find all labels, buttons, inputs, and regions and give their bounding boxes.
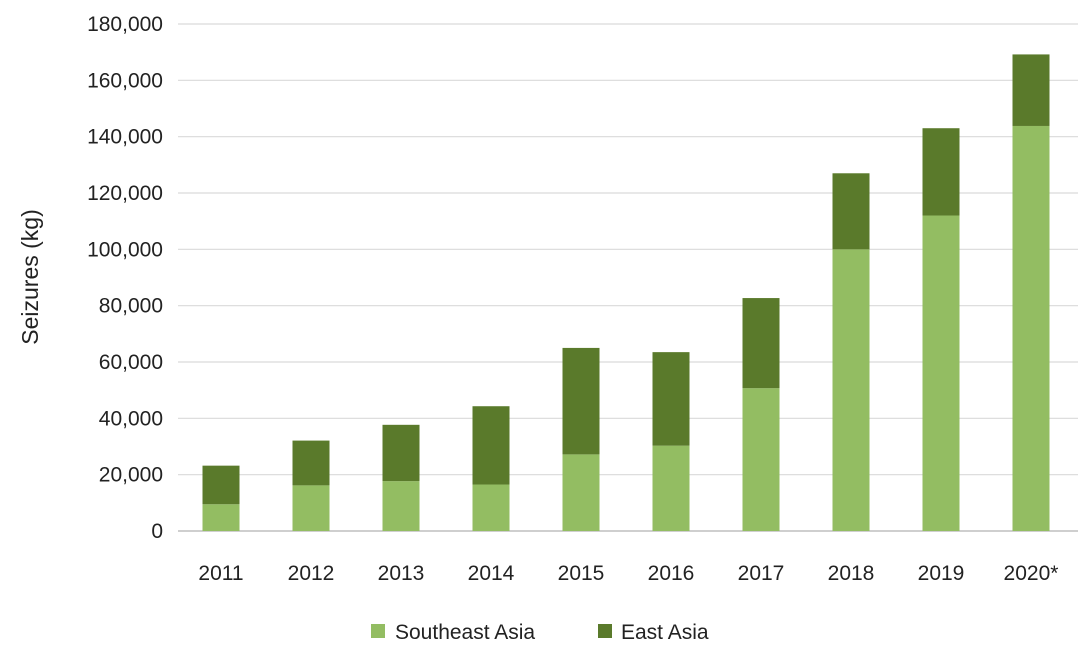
bar-segment-southeast-asia — [472, 484, 510, 531]
bar-segment-east-asia — [742, 298, 780, 389]
bar-segment-southeast-asia — [562, 454, 600, 531]
x-tick-label: 2020* — [1004, 562, 1059, 585]
y-tick-label: 140,000 — [87, 126, 163, 149]
bar-segment-east-asia — [472, 406, 510, 485]
bars — [202, 54, 1050, 532]
x-tick-label: 2017 — [738, 562, 785, 585]
x-tick-label: 2014 — [468, 562, 515, 585]
x-tick-label: 2013 — [378, 562, 425, 585]
legend: Southeast Asia East Asia — [371, 621, 709, 644]
x-tick-label: 2019 — [918, 562, 965, 585]
bar-segment-southeast-asia — [652, 445, 690, 531]
bar-segment-southeast-asia — [832, 249, 870, 532]
x-axis: 2011 2012 2013 2014 2015 2016 2017 2018 2019 2020… — [198, 562, 1058, 585]
legend-swatch — [598, 624, 612, 638]
y-tick-label: 100,000 — [87, 238, 163, 261]
bar-segment-east-asia — [562, 347, 600, 455]
legend-label: East Asia — [621, 621, 709, 644]
y-tick-label: 120,000 — [87, 182, 163, 205]
bar-segment-southeast-asia — [1012, 125, 1050, 532]
y-axis: 0 20,000 40,000 60,000 80,000 100,000 120,000 1… — [87, 13, 163, 543]
y-tick-label: 160,000 — [87, 69, 163, 92]
x-tick-label: 2018 — [828, 562, 875, 585]
x-tick-label: 2011 — [198, 562, 243, 585]
bar-segment-southeast-asia — [922, 215, 960, 532]
legend-swatch — [371, 624, 385, 638]
legend-label: Southeast Asia — [395, 621, 535, 644]
bar-segment-southeast-asia — [292, 485, 330, 531]
bar-segment-southeast-asia — [742, 388, 780, 531]
bar-segment-east-asia — [832, 173, 870, 250]
bar-segment-east-asia — [652, 352, 690, 446]
bar-segment-east-asia — [382, 424, 420, 482]
x-tick-label: 2016 — [648, 562, 695, 585]
bar-segment-east-asia — [292, 440, 330, 486]
y-tick-label: 40,000 — [99, 407, 163, 430]
y-tick-label: 180,000 — [87, 13, 163, 36]
bar-segment-east-asia — [1012, 54, 1050, 126]
bar-segment-east-asia — [922, 128, 960, 216]
y-tick-label: 0 — [151, 520, 163, 543]
y-axis-title: Seizures (kg) — [17, 209, 43, 344]
y-tick-label: 60,000 — [99, 351, 163, 374]
y-tick-label: 80,000 — [99, 295, 163, 318]
bar-segment-southeast-asia — [382, 481, 420, 531]
bar-segment-southeast-asia — [202, 504, 240, 531]
x-tick-label: 2012 — [288, 562, 335, 585]
bar-segment-east-asia — [202, 465, 240, 505]
x-tick-label: 2015 — [558, 562, 605, 585]
y-tick-label: 20,000 — [99, 464, 163, 487]
